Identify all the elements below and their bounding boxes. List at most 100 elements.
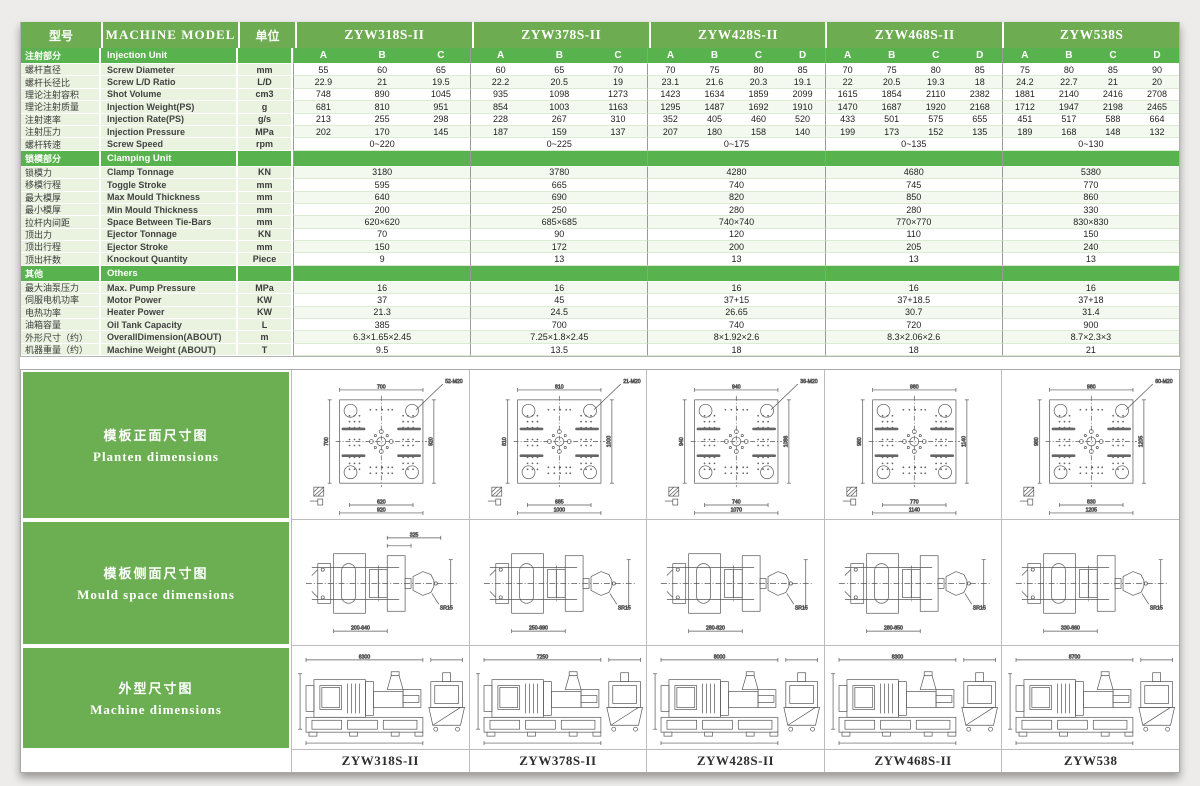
value-group: 37+15: [647, 294, 825, 307]
value-cell-merged: 16: [1085, 282, 1096, 293]
subcol-letter: C: [614, 50, 622, 61]
svg-text:1205: 1205: [1139, 436, 1145, 448]
value-cell: 170: [374, 126, 390, 137]
diagram-row-label: 模板正面尺寸图 Planten dimensions: [21, 370, 291, 521]
svg-text:36-M20: 36-M20: [800, 379, 818, 385]
platen-drawing: 940 740 1070 940 1086 36-M20: [646, 370, 824, 521]
row-label-en: Machine Weight (ABOUT): [101, 343, 238, 357]
row-unit: mm: [238, 191, 293, 204]
section-band-row: 锁模部分 Clamping Unit: [21, 150, 1180, 167]
svg-text:1086: 1086: [784, 436, 790, 448]
value-group: 22 20.5 19.3 18: [824, 76, 1002, 89]
value-cell: 65: [554, 64, 565, 75]
diagram-row-label-en: Mould space dimensions: [77, 587, 235, 603]
value-group: 23.1 21.6 20.3 19.1: [647, 76, 825, 89]
footer-spacer: [21, 750, 291, 773]
value-cell-merged: 685×685: [541, 216, 577, 227]
section-band-group: A B C: [470, 48, 648, 64]
section-unit-spacer: [238, 48, 293, 64]
row-label-cn: 注射压力: [21, 125, 101, 139]
value-cell: 1854: [881, 89, 902, 100]
svg-text:700: 700: [324, 437, 330, 446]
value-group: 595: [293, 179, 471, 192]
value-cell-merged: 13: [1085, 254, 1096, 265]
section-band-group: [647, 150, 825, 167]
value-cell-merged: 13.5: [550, 344, 569, 355]
value-group: 90: [470, 228, 648, 242]
section-band-group: A B C: [293, 48, 471, 64]
value-group: 26.65: [647, 306, 825, 320]
value-cell-merged: 0~220: [369, 139, 395, 150]
value-cell: 1163: [608, 101, 628, 112]
value-group: 0~220: [293, 138, 471, 151]
value-cell: 681: [315, 101, 331, 112]
diagram-row-label: 模板侧面尺寸图 Mould space dimensions: [21, 520, 291, 647]
value-group: 860: [1001, 191, 1180, 204]
value-cell: 748: [315, 89, 331, 100]
svg-text:810: 810: [555, 385, 564, 391]
subcol-letter: B: [710, 50, 719, 61]
row-label-en: Motor Power: [101, 294, 238, 307]
spec-row: 锁模力 Clamp Tonnage KN 3180 3780 4280 4680 5380: [21, 166, 1180, 180]
value-cell-merged: 8.7×2.3×3: [1070, 332, 1112, 343]
value-cell: 173: [884, 126, 900, 137]
value-cell-merged: 0~225: [546, 139, 572, 150]
value-group: 13: [1001, 253, 1180, 266]
value-group: 24.5: [470, 306, 648, 320]
value-cell-merged: 700: [551, 319, 567, 330]
svg-text:SR15: SR15: [617, 605, 630, 611]
value-group: 640: [293, 191, 471, 204]
value-cell-merged: 205: [906, 241, 922, 252]
subcol-letter: D: [976, 50, 984, 61]
value-cell: 70: [613, 64, 624, 75]
value-cell: 60: [495, 64, 506, 75]
svg-text:1000: 1000: [606, 436, 612, 448]
row-label-en: Ejector Stroke: [101, 241, 238, 254]
svg-text:1070: 1070: [731, 508, 743, 514]
row-label-en: Shot Volume: [101, 88, 238, 102]
value-cell: 1920: [925, 101, 946, 112]
value-cell-merged: 0~135: [901, 139, 927, 150]
value-cell: 19: [613, 77, 624, 88]
value-cell-merged: 640: [374, 192, 390, 203]
svg-text:810: 810: [502, 437, 508, 446]
value-group: 280: [647, 203, 825, 217]
value-cell: 1712: [1014, 101, 1035, 112]
header-unit-label: 单位: [238, 22, 295, 48]
value-group: 3780: [470, 166, 648, 180]
row-unit: m: [238, 331, 293, 344]
value-group: 7.25×1.8×2.45: [470, 331, 648, 344]
subcol-letter: B: [888, 50, 896, 61]
row-unit: mm: [238, 241, 293, 254]
value-group: 21.3: [293, 306, 471, 320]
value-group: 228 267 310: [470, 113, 648, 126]
subcol-letter: C: [437, 50, 445, 61]
value-cell: 951: [433, 101, 449, 112]
value-cell: 152: [928, 126, 944, 137]
spec-row: 理论注射容积 Shot Volume cm3 748 890 1045 935 1098 127…: [21, 88, 1180, 102]
subcol-letter: B: [378, 50, 386, 61]
subcol-letter: C: [1109, 50, 1117, 61]
svg-text:740: 740: [732, 500, 741, 506]
svg-text:1140: 1140: [961, 436, 967, 447]
value-cell-merged: 16: [554, 282, 565, 293]
value-cell-merged: 37+18: [1078, 294, 1104, 305]
svg-text:8300: 8300: [892, 655, 904, 661]
value-group: 0~175: [647, 138, 825, 151]
diagram-row-label-en: Planten dimensions: [93, 449, 219, 465]
value-group: 665: [470, 179, 648, 192]
value-group: 187 159 137: [470, 125, 648, 139]
value-group: 250: [470, 203, 648, 217]
row-label-en: Screw Diameter: [101, 64, 238, 77]
spec-row: 顶出力 Ejector Tonnage KN 70 90 120 110 150: [21, 228, 1180, 242]
value-cell: 70: [665, 64, 676, 75]
value-cell: 65: [435, 64, 446, 75]
value-group: 5380: [1001, 166, 1180, 180]
value-group: 280: [824, 203, 1002, 217]
value-group: 3180: [293, 166, 471, 180]
row-label-cn: 螺杆转速: [21, 138, 101, 151]
row-label-cn: 最大模厚: [21, 191, 101, 204]
value-cell: 85: [797, 64, 808, 75]
value-cell-merged: 9: [379, 254, 385, 265]
value-cell: 2099: [792, 89, 813, 100]
